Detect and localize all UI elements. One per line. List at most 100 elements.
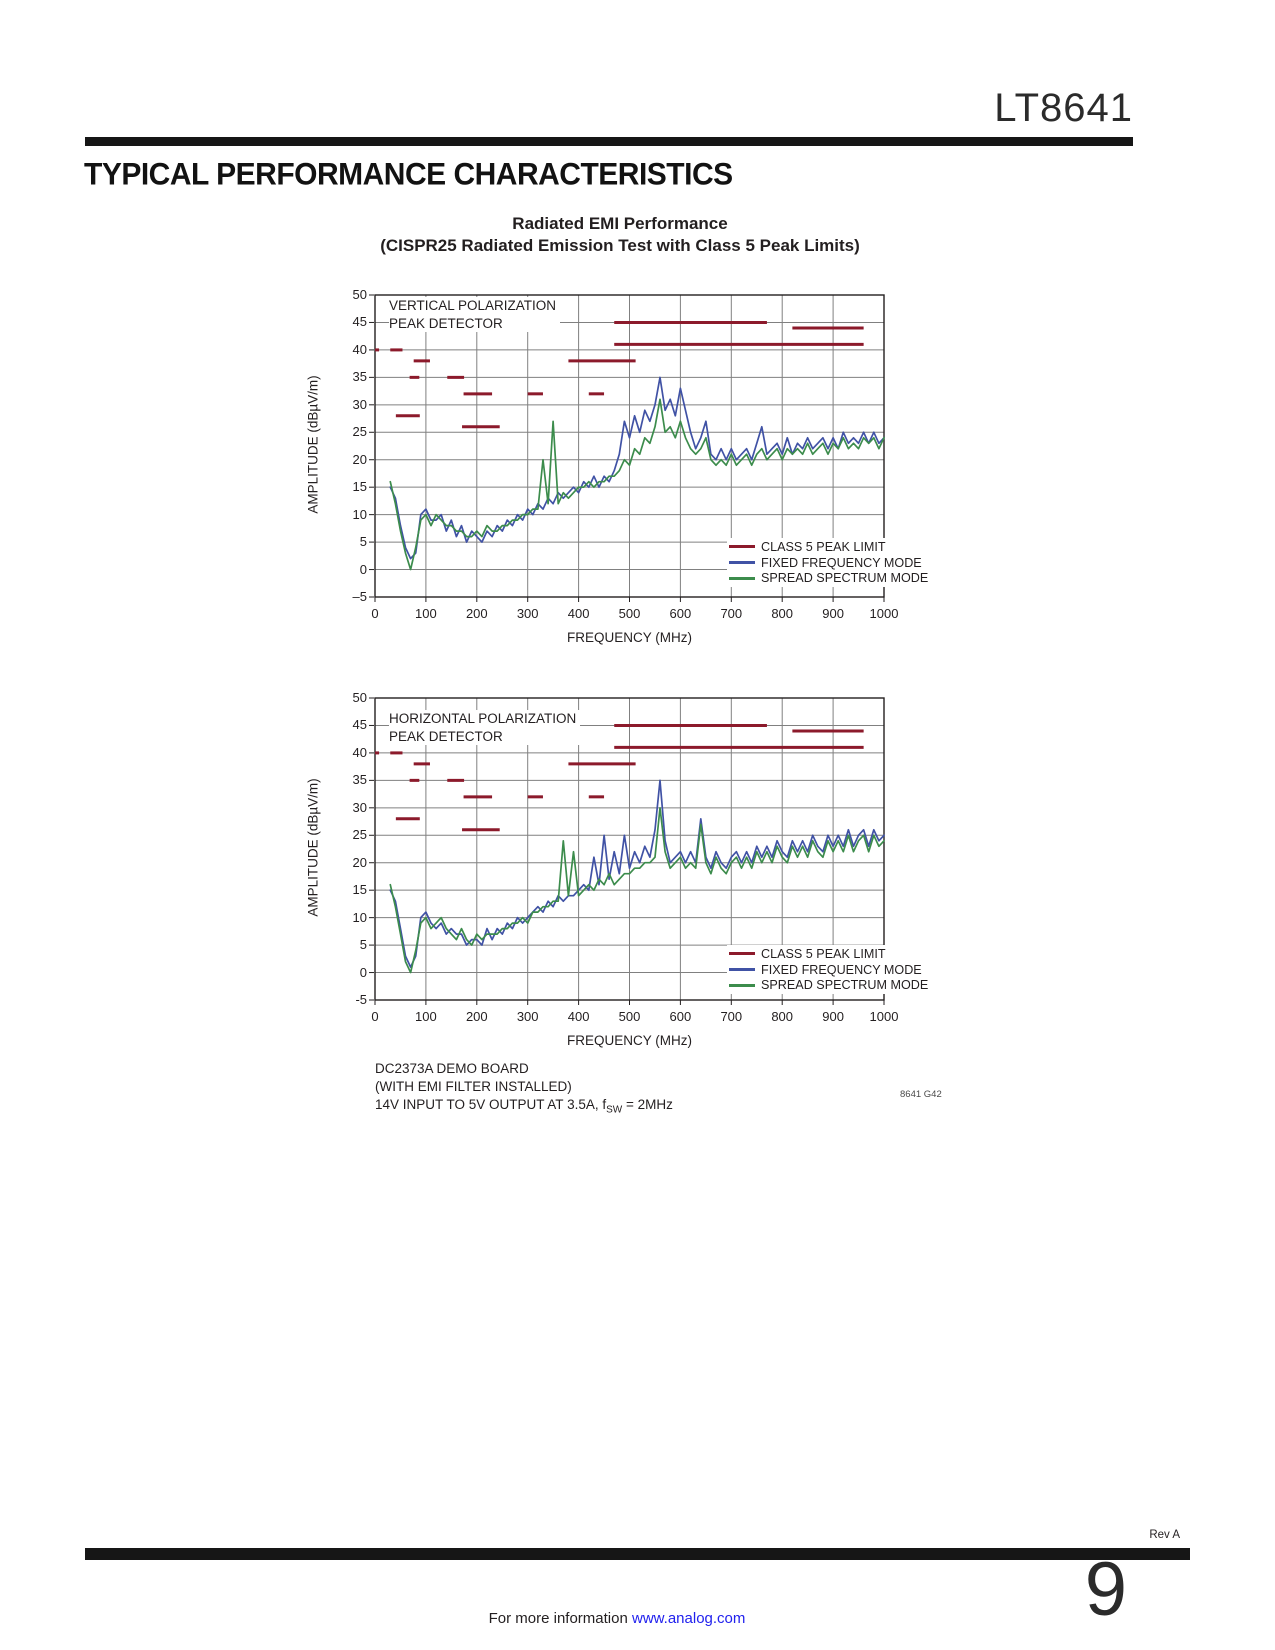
trace-spread-spectrum <box>389 398 885 571</box>
figure-title-line1: Radiated EMI Performance <box>512 214 728 233</box>
header-rule <box>85 137 1133 146</box>
y-tick-label: -5 <box>355 992 367 1007</box>
y-tick-label: 30 <box>352 396 367 412</box>
legend-swatch <box>729 952 755 956</box>
x-tick-label: 100 <box>415 606 437 621</box>
annotation-line2: PEAK DETECTOR <box>389 728 503 744</box>
x-tick-label: 300 <box>516 1009 539 1024</box>
plot-legend: CLASS 5 PEAK LIMIT FIXED FREQUENCY MODE SP… <box>727 538 931 588</box>
y-tick-label: 20 <box>352 451 367 467</box>
page-number: 9 <box>1084 1547 1127 1632</box>
x-tick-label: 500 <box>618 1009 641 1024</box>
y-axis-title: AMPLITUDE (dBµV/m) <box>305 778 321 917</box>
figure-title-line2: (CISPR25 Radiated Emission Test with Cla… <box>380 236 860 255</box>
x-tick-label: 800 <box>771 1009 794 1024</box>
legend-label: CLASS 5 PEAK LIMIT <box>761 946 886 961</box>
legend-label: FIXED FREQUENCY MODE <box>761 555 922 570</box>
legend-item: SPREAD SPECTRUM MODE <box>729 978 928 994</box>
y-tick-label: 25 <box>352 424 367 440</box>
legend-item: FIXED FREQUENCY MODE <box>729 555 928 571</box>
y-tick-label: 20 <box>352 854 367 870</box>
x-tick-label: 100 <box>415 1009 437 1024</box>
plot-annotation: HORIZONTAL POLARIZATION PEAK DETECTOR <box>389 710 581 745</box>
note-line1: DC2373A DEMO BOARD <box>375 1061 529 1076</box>
y-tick-label: 10 <box>352 506 367 522</box>
y-tick-label: 50 <box>352 287 367 302</box>
x-tick-label: 200 <box>465 606 488 621</box>
plot-border <box>374 294 885 598</box>
legend-item: SPREAD SPECTRUM MODE <box>729 571 928 587</box>
plot-legend: CLASS 5 PEAK LIMIT FIXED FREQUENCY MODE SP… <box>727 945 931 995</box>
legend-item: CLASS 5 PEAK LIMIT <box>729 539 928 555</box>
y-tick-label: 35 <box>352 369 367 385</box>
analog-com-link[interactable]: www.analog.com <box>632 1610 746 1627</box>
graph-id: 8641 G42 <box>900 1089 942 1100</box>
legend-item: CLASS 5 PEAK LIMIT <box>729 946 928 962</box>
y-tick-label: 10 <box>352 909 367 925</box>
y-tick-label: 25 <box>352 827 367 843</box>
legend-label: CLASS 5 PEAK LIMIT <box>761 539 886 554</box>
trace-fixed-frequency <box>389 376 885 560</box>
y-tick-label: 0 <box>359 561 367 577</box>
y-tick-label: 15 <box>352 479 367 495</box>
x-tick-label: 300 <box>516 606 539 621</box>
y-tick-label: 5 <box>359 937 367 953</box>
footer-info: For more information www.analog.com <box>0 1610 1234 1627</box>
x-tick-label: 800 <box>771 606 794 621</box>
y-axis-title: AMPLITUDE (dBµV/m) <box>305 375 321 514</box>
y-tick-label: 40 <box>352 744 367 760</box>
legend-swatch <box>729 968 755 972</box>
legend-label: FIXED FREQUENCY MODE <box>761 962 922 977</box>
part-number: LT8641 <box>994 86 1133 130</box>
y-tick-label: 45 <box>352 717 367 733</box>
note-line3: 14V INPUT TO 5V OUTPUT AT 3.5A, fSW = 2M… <box>375 1097 673 1116</box>
legend-swatch <box>729 561 755 565</box>
x-tick-label: 0 <box>371 1009 379 1024</box>
legend-label: SPREAD SPECTRUM MODE <box>761 571 929 586</box>
x-tick-label: 900 <box>822 1009 844 1024</box>
y-tick-label: 5 <box>359 534 367 550</box>
x-tick-label: 400 <box>567 1009 590 1024</box>
x-tick-label: 700 <box>720 1009 743 1024</box>
revision-label: Rev A <box>1149 1529 1180 1541</box>
y-tick-label: 45 <box>352 314 367 330</box>
x-tick-label: 200 <box>465 1009 488 1024</box>
x-tick-label: 0 <box>371 606 379 621</box>
legend-swatch <box>729 576 755 580</box>
y-tick-label: –5 <box>352 589 367 604</box>
section-title: TYPICAL PERFORMANCE CHARACTERISTICS <box>84 157 733 192</box>
note-line2: (WITH EMI FILTER INSTALLED) <box>375 1079 572 1094</box>
y-tick-label: 40 <box>352 341 367 357</box>
footer-text: For more information <box>488 1610 632 1627</box>
footer-bar <box>85 1548 1190 1560</box>
x-tick-label: 600 <box>669 606 692 621</box>
x-tick-label: 1000 <box>869 1009 899 1024</box>
legend-swatch <box>729 545 755 549</box>
legend-swatch <box>729 983 755 987</box>
y-tick-label: 15 <box>352 882 367 898</box>
legend-label: SPREAD SPECTRUM MODE <box>761 978 929 993</box>
x-tick-label: 600 <box>669 1009 692 1024</box>
plot-border <box>374 697 885 1001</box>
annotation-line2: PEAK DETECTOR <box>389 315 503 331</box>
x-tick-label: 900 <box>822 606 844 621</box>
annotation-line1: HORIZONTAL POLARIZATION <box>389 711 577 726</box>
y-tick-label: 30 <box>352 799 367 815</box>
emi-plot-horizontal <box>369 697 885 1005</box>
x-axis-title: FREQUENCY (MHz) <box>566 630 692 645</box>
test-conditions-notes: DC2373A DEMO BOARD (WITH EMI FILTER INST… <box>375 1060 673 1120</box>
trace-spread-spectrum <box>389 806 885 974</box>
x-tick-label: 400 <box>567 606 590 621</box>
x-tick-label: 700 <box>720 606 743 621</box>
y-tick-label: 0 <box>359 964 367 980</box>
x-tick-label: 500 <box>618 606 641 621</box>
x-tick-label: 1000 <box>869 606 899 621</box>
legend-item: FIXED FREQUENCY MODE <box>729 962 928 978</box>
x-axis-title: FREQUENCY (MHz) <box>566 1033 692 1048</box>
y-tick-label: 50 <box>352 690 367 705</box>
trace-fixed-frequency <box>389 779 885 968</box>
annotation-line1: VERTICAL POLARIZATION <box>389 298 557 313</box>
plot-annotation: VERTICAL POLARIZATION PEAK DETECTOR <box>389 297 561 332</box>
y-tick-label: 35 <box>352 772 367 788</box>
